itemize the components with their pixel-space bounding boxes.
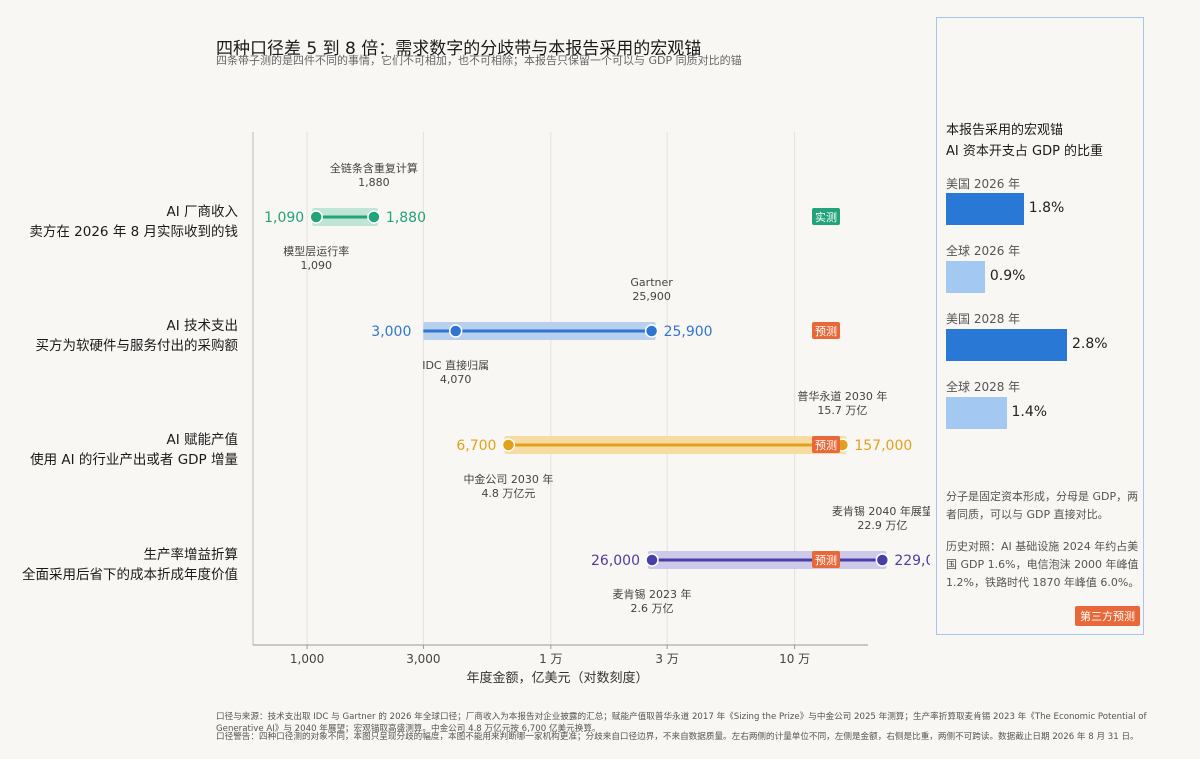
top-annotation-3: 麦肯锡 2040 年展望	[832, 504, 930, 518]
anchor-bar-us-2028	[946, 329, 1067, 361]
range-low-point-0	[309, 210, 323, 224]
x-tick-label-1: 3,000	[406, 652, 440, 666]
anchor-value-global-2028: 1.4%	[1011, 404, 1048, 420]
bottom-annotation-value-0: 1,090	[300, 259, 332, 272]
x-tick-label-3: 3 万	[655, 652, 678, 666]
bottom-annotation-value-1: 4,070	[440, 373, 472, 386]
chart-title: 四种口径差 5 到 8 倍：需求数字的分歧带与本报告采用的宏观锚	[216, 39, 702, 59]
bottom-annotation-3: 麦肯锡 2023 年	[613, 587, 692, 601]
range-low-point-3	[645, 553, 659, 567]
bottom-annotation-1: IDC 直接归属	[422, 358, 489, 372]
panel-title-line1: 本报告采用的宏观锚	[946, 123, 1064, 138]
range-high-point-0	[367, 210, 381, 224]
x-tick-label-2: 1 万	[539, 652, 562, 666]
footer-sources: 口径与来源：技术支出取 IDC 与 Gartner 的 2026 年全球口径；厂…	[216, 712, 1147, 734]
top-annotation-0: 全链条含重复计算	[330, 161, 418, 175]
top-annotation-value-3: 22.9 万亿	[857, 519, 907, 532]
x-axis-title: 年度金额，亿美元（对数刻度）	[466, 670, 648, 686]
status-badge-text-0: 实测	[815, 210, 837, 224]
anchor-label-us-2026: 美国 2026 年	[946, 177, 1021, 191]
low-value-label-3: 26,000	[591, 553, 640, 569]
macro-anchor-panel: 本报告采用的宏观锚 AI 资本开支占 GDP 的比重 美国 2026 年 1.8…	[936, 17, 1144, 635]
x-tick-label-4: 10 万	[779, 652, 810, 666]
top-annotation-1: Gartner	[630, 276, 673, 289]
anchor-bar-us-2026	[946, 193, 1024, 225]
bottom-annotation-0: 模型层运行率	[283, 244, 349, 258]
footer-warning: 口径警告：四种口径测的对象不同，本图只呈现分歧的幅度，本图不能用来判断哪一家机构…	[216, 732, 1139, 742]
panel-title: 本报告采用的宏观锚 AI 资本开支占 GDP 的比重	[946, 120, 1103, 162]
anchor-label-global-2028: 全球 2028 年	[946, 380, 1021, 394]
anchor-bar-global-2026	[946, 261, 985, 293]
row-label-1: AI 技术支出	[166, 318, 238, 334]
row-sublabel-2: 使用 AI 的行业产出或者 GDP 增量	[30, 451, 238, 468]
top-annotation-2: 普华永道 2030 年	[797, 389, 887, 403]
top-annotation-value-2: 15.7 万亿	[817, 404, 867, 417]
anchor-value-us-2026: 1.8%	[1028, 200, 1065, 216]
status-badge-text-3: 预测	[815, 554, 837, 567]
anchor-label-us-2028: 美国 2028 年	[946, 312, 1021, 326]
panel-title-line2: AI 资本开支占 GDP 的比重	[946, 144, 1104, 159]
anchor-value-us-2028: 2.8%	[1072, 336, 1108, 352]
range-high-point-3	[875, 553, 890, 567]
chart-subtitle: 四条带子测的是四件不同的事情，它们不可相加，也不可相除；本报告只保留一个可以与 …	[216, 54, 742, 67]
row-sublabel-1: 买方为软硬件与服务付出的采购额	[36, 338, 239, 354]
high-value-label-3: 229,000	[894, 553, 930, 569]
third-party-forecast-badge: 第三方预测	[1075, 606, 1140, 626]
row-sublabel-3: 全面采用后省下的成本折成年度价值	[22, 566, 238, 583]
status-badge-3	[812, 551, 840, 568]
status-badge-text-1: 预测	[815, 325, 837, 338]
anchor-label-global-2026: 全球 2026 年	[946, 244, 1021, 258]
row-label-3: 生产率增益折算	[144, 546, 239, 563]
row-sublabel-0: 卖方在 2026 年 8 月实际收到的钱	[29, 224, 238, 240]
range-high-point-1	[644, 324, 659, 338]
row-label-0: AI 厂商收入	[166, 204, 238, 220]
top-annotation-value-1: 25,900	[632, 290, 671, 303]
status-badge-2	[812, 436, 840, 453]
status-badge-1	[812, 322, 840, 339]
panel-note-history: 历史对照：AI 基础设施 2024 年约占美国 GDP 1.6%，电信泡沫 20…	[946, 540, 1140, 589]
bottom-annotation-2: 中金公司 2030 年	[463, 472, 553, 486]
low-value-label-2: 6,700	[456, 438, 496, 454]
anchor-bar-global-2028	[946, 397, 1007, 429]
high-value-label-1: 25,900	[664, 324, 713, 340]
bottom-annotation-value-2: 4.8 万亿元	[481, 487, 535, 500]
status-badge-0	[812, 208, 840, 225]
bottom-annotation-value-3: 2.6 万亿	[631, 602, 674, 615]
status-badge-text-2: 预测	[815, 439, 837, 452]
range-low-point-2	[501, 438, 516, 452]
range-low-point-1	[448, 324, 463, 338]
top-annotation-value-0: 1,880	[358, 176, 390, 189]
high-value-label-2: 157,000	[854, 438, 912, 454]
low-value-label-1: 3,000	[371, 324, 411, 340]
high-value-label-0: 1,880	[386, 210, 426, 226]
row-label-2: AI 赋能产值	[166, 432, 238, 448]
low-value-label-0: 1,090	[264, 210, 304, 226]
panel-note-definition: 分子是固定资本形成，分母是 GDP，两者同质，可以与 GDP 直接对比。	[946, 490, 1139, 521]
anchor-value-global-2026: 0.9%	[989, 268, 1026, 284]
x-tick-label-0: 1,000	[290, 652, 324, 666]
